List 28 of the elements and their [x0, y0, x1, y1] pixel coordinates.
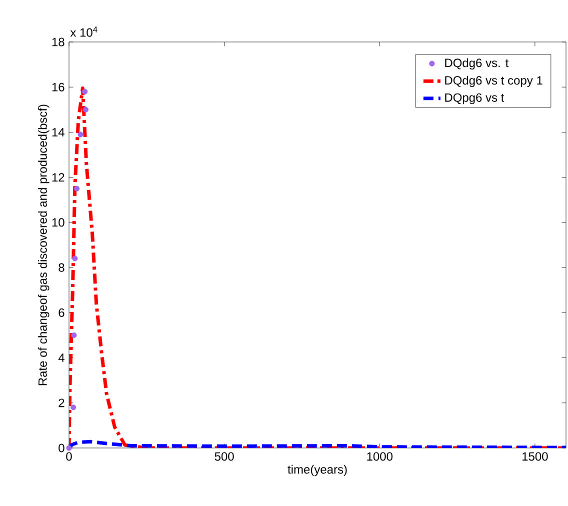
y-tick-label: 14: [52, 128, 64, 136]
y-tick-label: 12: [52, 173, 64, 182]
y-tick-label: 2: [58, 398, 64, 408]
legend-label: DQdg6 vs t copy 1: [445, 76, 542, 88]
legend-label: DQdg6 vs. t: [445, 58, 509, 70]
point: [72, 256, 78, 262]
y-tick-label: 10: [52, 218, 64, 227]
x-tick-label: 500: [214, 452, 234, 461]
x-tick-label: 0: [66, 452, 72, 461]
point: [82, 88, 88, 94]
x-tick-label: 1500: [522, 452, 548, 461]
x-axis-title: time(years): [288, 464, 347, 476]
text: x 10$^{4}$: [70, 26, 98, 37]
point: [74, 186, 80, 192]
y-tick-label: 16: [52, 82, 64, 92]
x-tick-label: 1000: [367, 452, 393, 461]
legend-label: DQpg6 vs t: [445, 93, 504, 104]
point: [71, 332, 77, 338]
y-tick-label: 4: [58, 354, 64, 362]
point: [78, 132, 84, 138]
point: [66, 445, 72, 451]
y-tick-label: 8: [58, 263, 64, 272]
y-tick-label: 0: [58, 444, 64, 452]
y-axis-title: Rate of changeof gas discovered and produced(bscf): [38, 104, 50, 386]
y-tick-label: 6: [58, 308, 64, 317]
y-tick-label: 18: [52, 38, 64, 46]
point: [82, 106, 89, 112]
point: [70, 404, 76, 410]
